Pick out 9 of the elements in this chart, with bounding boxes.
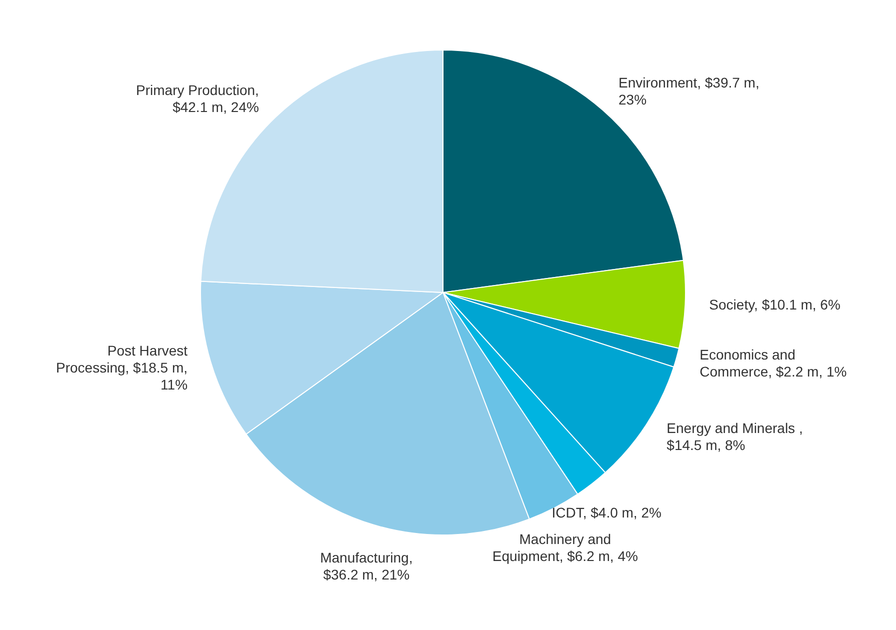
slice-label: Post Harvest Processing, $18.5 m, 11%: [56, 342, 188, 392]
slice-label: Manufacturing, $36.2 m, 21%: [320, 550, 413, 583]
slice-label: Society, $10.1 m, 6%: [709, 296, 840, 313]
slice-label: Energy and Minerals , $14.5 m, 8%: [666, 420, 803, 453]
slice-label: Primary Production, $42.1 m, 24%: [136, 82, 259, 116]
slice-label: Economics and Commerce, $2.2 m, 1%: [700, 346, 847, 380]
slice-label: Environment, $39.7 m, 23%: [618, 74, 760, 108]
slice-label: Machinery and Equipment, $6.2 m, 4%: [492, 531, 638, 564]
slice-label: ICDT, $4.0 m, 2%: [552, 504, 662, 521]
